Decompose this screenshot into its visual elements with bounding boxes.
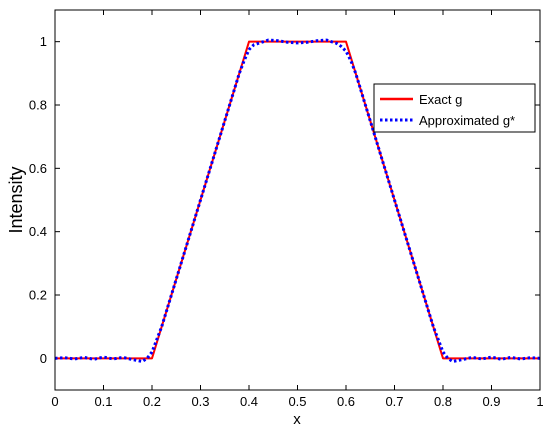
x-axis-ticks: 0 0.1 0.2 0.3 0.4 0.5 0.6 0.7 0.8 0.9 1 [51,10,544,409]
x-axis-title: x [293,411,301,428]
y-tick-label: 0.2 [29,288,47,303]
x-tick-label: 0.8 [434,394,452,409]
plot-background [55,10,540,390]
series-lines [54,38,541,363]
x-tick-label: 0.2 [143,394,161,409]
x-tick-label: 0.1 [94,394,112,409]
x-tick-label: 0.7 [385,394,403,409]
legend-box [373,83,536,133]
x-tick-label: 0.9 [482,394,500,409]
y-tick-label: 1 [40,34,47,49]
x-tick-label: 0.5 [288,394,306,409]
y-tick-label: 0.4 [29,224,47,239]
x-tick-label: 0.6 [337,394,355,409]
x-tick-label: 0.4 [240,394,258,409]
y-tick-label: 0.8 [29,98,47,113]
y-axis-title: Intensity [6,166,26,233]
y-tick-label: 0.6 [29,161,47,176]
legend-label-exact: Exact g [419,92,462,107]
series-line-approximated-g [54,38,541,363]
legend: Exact g Approximated g* [373,83,536,133]
y-tick-label: 0 [40,351,47,366]
legend-label-approx: Approximated g* [419,113,515,128]
plot-frame [54,9,541,391]
x-tick-label: 0.3 [191,394,209,409]
x-tick-label: 0 [51,394,58,409]
x-tick-label: 1 [536,394,543,409]
